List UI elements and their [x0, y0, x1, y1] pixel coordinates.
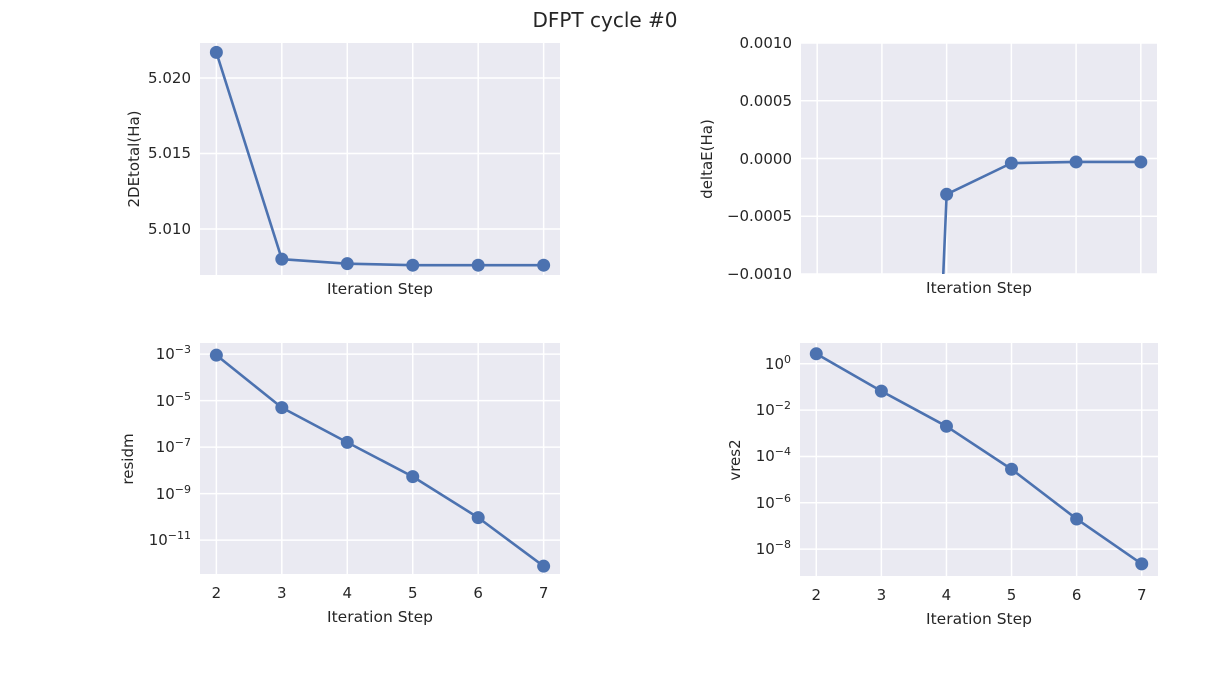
log-tick-exponent: −7: [174, 436, 191, 450]
log-tick-base: 10: [755, 447, 775, 466]
y-tick-label: 0.0005: [739, 91, 793, 110]
log-tick-base: 10: [755, 493, 775, 512]
data-point-marker: [1069, 155, 1083, 169]
y-tick-label: 0.0010: [739, 34, 793, 52]
data-point-marker: [809, 347, 823, 361]
data-point-marker: [275, 401, 289, 415]
log-tick-exponent: 0: [784, 352, 791, 366]
x-tick-label: 2: [211, 584, 222, 602]
data-point-marker: [940, 187, 954, 201]
data-point-marker: [406, 470, 420, 484]
x-axis-label-residm: Iteration Step: [327, 608, 433, 626]
y-tick-label: 10−5: [156, 391, 191, 411]
data-point-marker: [471, 511, 485, 525]
y-tick-label: −0.0010: [726, 265, 792, 283]
y-tick-label: 0.0000: [739, 149, 793, 168]
figure-title: DFPT cycle #0: [532, 8, 678, 32]
plot-area-residm: [200, 343, 560, 574]
log-tick-exponent: −3: [174, 343, 191, 357]
data-point-marker: [340, 435, 354, 449]
data-point-marker: [406, 258, 420, 272]
y-tick-label: 10−3: [156, 344, 191, 364]
y-tick-label: 10−9: [156, 484, 191, 504]
data-point-marker: [275, 252, 289, 266]
x-tick-label: 2: [811, 586, 822, 604]
x-tick-label: 7: [538, 584, 549, 602]
y-tick-label: 10−4: [756, 446, 791, 466]
data-point-marker: [537, 559, 551, 573]
log-tick-exponent: −6: [774, 491, 791, 505]
data-point-marker: [1070, 512, 1084, 526]
x-tick-label: 5: [407, 584, 418, 602]
x-axis-label-deltaE: Iteration Step: [926, 279, 1032, 297]
data-point-marker: [209, 45, 223, 59]
data-point-marker: [471, 258, 485, 272]
log-tick-base: 10: [155, 345, 175, 364]
x-tick-label: 6: [1071, 586, 1082, 604]
y-tick-label: 5.015: [148, 144, 191, 163]
plot-area-deltaE: [801, 43, 1157, 274]
x-axis-label-2DEtotal: Iteration Step: [327, 280, 433, 298]
x-tick-label: 5: [1006, 586, 1017, 604]
data-point-marker: [1005, 462, 1019, 476]
log-tick-exponent: −2: [774, 399, 791, 413]
line-series-2DEtotal: [215, 51, 545, 267]
x-axis-label-vres2: Iteration Step: [926, 610, 1032, 628]
data-point-marker: [340, 257, 354, 271]
y-tick-label: 10−8: [756, 539, 791, 559]
y-tick-label: 10−6: [756, 493, 791, 513]
log-tick-base: 10: [155, 484, 175, 503]
x-tick-label: 3: [876, 586, 887, 604]
log-tick-exponent: −4: [774, 445, 791, 459]
data-point-marker: [1134, 155, 1148, 169]
x-tick-label: 3: [277, 584, 287, 602]
x-tick-label: 6: [473, 584, 483, 602]
y-axis-label-vres2: vres2: [726, 438, 744, 481]
plot-svg-vres2: [800, 343, 1158, 576]
y-tick-label: 10−7: [156, 437, 191, 457]
y-axis-label-2DEtotal: 2DEtotal(Ha): [125, 110, 143, 208]
log-tick-base: 10: [764, 354, 784, 373]
y-tick-label: 5.010: [148, 219, 191, 238]
log-tick-base: 10: [148, 531, 168, 550]
plot-area-2DEtotal: [200, 43, 560, 275]
data-point-marker: [537, 258, 551, 272]
y-axis-label-deltaE: deltaE(Ha): [698, 118, 716, 199]
x-tick-label: 7: [1136, 586, 1147, 604]
log-tick-exponent: −8: [774, 538, 791, 552]
data-point-marker: [1135, 557, 1149, 571]
data-point-marker: [939, 419, 953, 433]
y-axis-label-residm: residm: [119, 432, 137, 485]
y-tick-label: 100: [765, 354, 791, 374]
line-series-residm: [215, 353, 545, 568]
log-tick-base: 10: [755, 401, 775, 420]
data-point-marker: [1004, 156, 1018, 170]
log-tick-exponent: −11: [167, 529, 191, 543]
log-tick-base: 10: [755, 540, 775, 559]
log-tick-exponent: −9: [174, 482, 191, 496]
plot-svg-deltaE: [801, 43, 1157, 274]
x-tick-label: 4: [941, 586, 952, 604]
log-tick-exponent: −5: [174, 389, 191, 403]
y-tick-label: 10−2: [756, 400, 791, 420]
data-point-marker: [209, 348, 223, 362]
log-tick-base: 10: [155, 438, 175, 457]
y-tick-label: 10−11: [149, 530, 191, 550]
line-series-vres2: [814, 352, 1144, 566]
plot-svg-2DEtotal: [200, 43, 560, 275]
x-tick-label: 4: [342, 584, 353, 602]
y-tick-label: −0.0005: [726, 207, 792, 226]
plot-area-vres2: [800, 343, 1158, 576]
log-tick-base: 10: [155, 391, 175, 410]
data-point-marker: [874, 384, 888, 398]
y-tick-label: 5.020: [148, 69, 191, 88]
plot-svg-residm: [200, 343, 560, 574]
